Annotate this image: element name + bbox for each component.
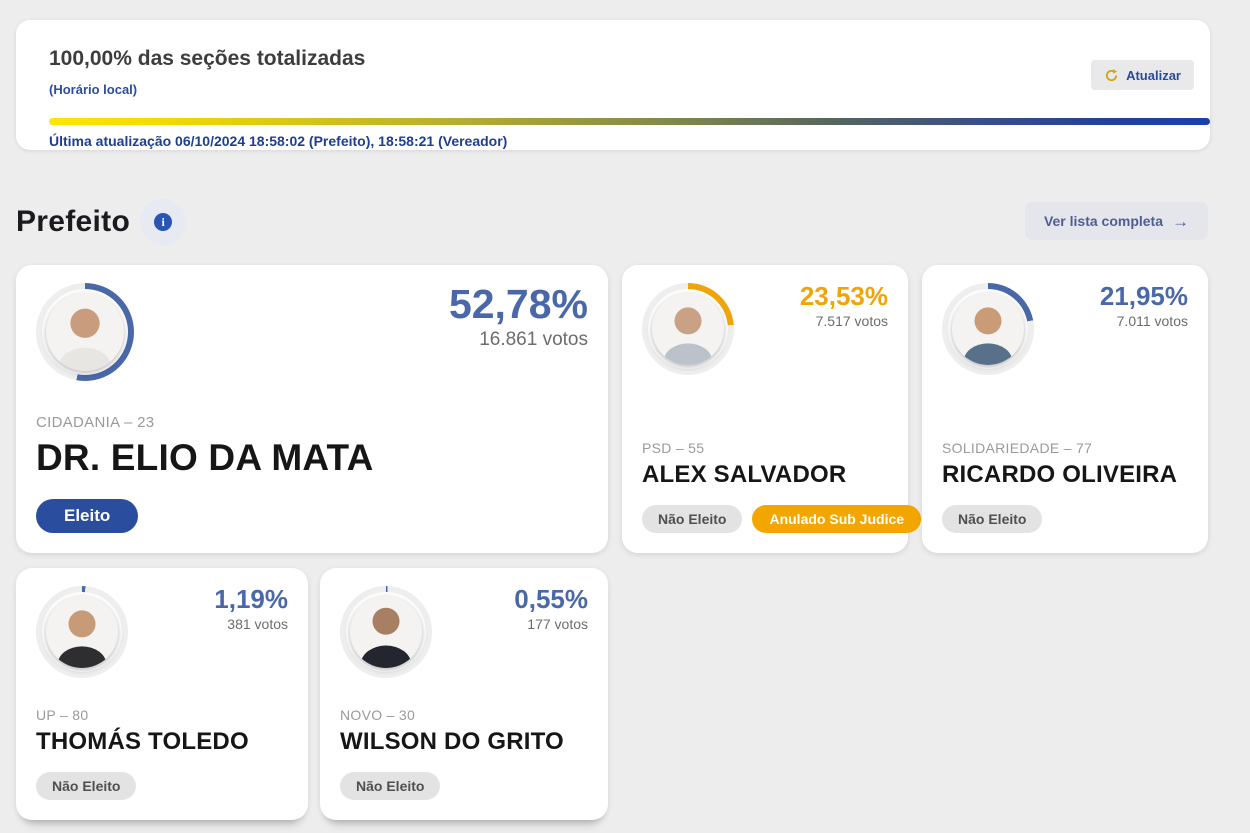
candidate-photo (952, 293, 1024, 365)
section-header: Prefeito i (16, 198, 187, 246)
party-label: NOVO – 30 (340, 707, 416, 723)
party-label: PSD – 55 (642, 440, 705, 456)
votes-count: 177 votos (527, 616, 588, 633)
refresh-button[interactable]: Atualizar (1091, 60, 1194, 90)
status-badge: Anulado Sub Judice (752, 505, 922, 533)
candidate-photo (350, 596, 422, 668)
page-title: Prefeito (16, 205, 131, 238)
refresh-button-label: Atualizar (1126, 67, 1181, 83)
see-full-list-button[interactable]: Ver lista completa → (1024, 202, 1208, 240)
party-label: CIDADANIA – 23 (36, 414, 155, 431)
party-label: SOLIDARIEDADE – 77 (942, 440, 1093, 456)
candidate-avatar (36, 283, 134, 381)
percent-value: 23,53% (799, 281, 888, 311)
votes-count: 7.517 votos (815, 313, 888, 330)
candidate-card: 52,78% 16.861 votos CIDADANIA – 23 DR. E… (16, 265, 608, 553)
see-full-list-label: Ver lista completa (1043, 213, 1163, 229)
party-label: UP – 80 (36, 707, 89, 723)
candidate-photo (46, 596, 118, 668)
candidate-card: 1,19% 381 votos UP – 80 THOMÁS TOLEDO Nã… (16, 568, 308, 820)
percent-value: 21,95% (1099, 281, 1188, 311)
percent-value: 0,55% (514, 584, 588, 614)
status-badge: Não Eleito (36, 772, 137, 800)
candidate-avatar (36, 586, 128, 678)
arrow-right-icon: → (1172, 211, 1189, 231)
totalization-panel: 100,00% das seções totalizadas (Horário … (16, 20, 1210, 150)
refresh-icon (1104, 68, 1119, 83)
candidate-photo (652, 293, 724, 365)
candidate-avatar (942, 283, 1034, 375)
percent-value: 52,78% (448, 281, 588, 327)
votes-count: 7.011 votos (1116, 313, 1188, 330)
candidate-avatar (642, 283, 734, 375)
candidate-name: WILSON DO GRITO (340, 728, 564, 755)
candidate-name: THOMÁS TOLEDO (36, 728, 249, 755)
info-icon[interactable]: i (140, 199, 187, 245)
votes-count: 381 votos (227, 616, 288, 633)
local-time-note: (Horário local) (49, 82, 138, 97)
status-badge: Eleito (36, 499, 139, 533)
candidate-name: RICARDO OLIVEIRA (942, 461, 1178, 488)
percent-value: 1,19% (214, 584, 288, 614)
candidate-card: 21,95% 7.011 votos SOLIDARIEDADE – 77 RI… (922, 265, 1208, 553)
candidate-card: 23,53% 7.517 votos PSD – 55 ALEX SALVADO… (622, 265, 922, 553)
status-badge: Não Eleito (642, 505, 743, 533)
status-badge: Não Eleito (942, 505, 1043, 533)
candidate-photo (46, 293, 124, 371)
sections-totalized-title: 100,00% das seções totalizadas (49, 47, 366, 70)
candidate-avatar (340, 586, 432, 678)
status-badge: Não Eleito (340, 772, 441, 800)
last-update-text: Última atualização 06/10/2024 18:58:02 (… (49, 133, 508, 149)
totalization-progress-bar (49, 118, 1210, 125)
candidate-card: 0,55% 177 votos NOVO – 30 WILSON DO GRIT… (320, 568, 608, 820)
votes-count: 16.861 votos (479, 329, 588, 351)
candidate-name: ALEX SALVADOR (642, 461, 847, 488)
candidate-name: DR. ELIO DA MATA (36, 437, 374, 478)
